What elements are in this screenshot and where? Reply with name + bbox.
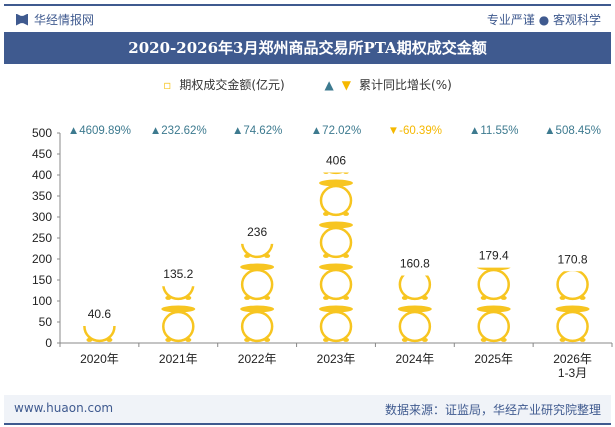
x-tick-label: 2020年 [80, 352, 119, 366]
gold-pot-icon [319, 221, 353, 259]
y-tick-label: 100 [32, 294, 52, 308]
y-tick-label: 250 [32, 231, 52, 245]
data-label: 236 [247, 225, 267, 239]
x-tick-label: 2024年 [396, 352, 435, 366]
legend-label-growth: 累计同比增长(%) [359, 78, 452, 92]
x-tick-label: 2023年 [317, 352, 356, 366]
data-label: 406 [326, 153, 346, 167]
y-tick-label: 300 [32, 210, 52, 224]
data-label: 135.2 [163, 267, 193, 281]
legend-item-growth: ▲ ▼ 累计同比增长(%) [321, 78, 456, 92]
gold-pot-icon [476, 305, 511, 343]
gold-pot-icon [556, 271, 589, 301]
y-tick-label: 0 [45, 336, 52, 350]
bar [161, 286, 196, 343]
up-triangle-icon: ▲ [324, 78, 334, 92]
y-tick-label: 350 [32, 189, 52, 203]
gold-pot-icon [319, 179, 353, 217]
bar [555, 271, 590, 343]
bar [476, 267, 511, 343]
gold-pot-icon [323, 172, 349, 175]
legend-item-amount: ▫ 期权成交金额(亿元) [159, 78, 289, 92]
gold-pot-icon [240, 305, 275, 343]
gold-pot-icon [319, 263, 353, 301]
y-tick-label: 500 [32, 126, 52, 140]
down-triangle-icon: ▼ [341, 78, 352, 92]
website-link[interactable]: www.huaon.com [14, 401, 114, 415]
data-source: 数据来源：证监局，华经产业研究院整理 [384, 403, 601, 417]
chart-title: 2020-2026年3月郑州商品交易所PTA期权成交金额 [4, 32, 611, 64]
bar [83, 325, 116, 343]
data-label: 179.4 [479, 249, 509, 263]
x-tick-label: 2026年 [553, 352, 592, 366]
x-tick-label: 1-3月 [558, 366, 587, 380]
growth-label: ▲11.55% [469, 125, 519, 137]
legend: ▫ 期权成交金额(亿元) ▲ ▼ 累计同比增长(%) [0, 76, 615, 93]
y-tick-label: 150 [32, 273, 52, 287]
legend-label-amount: 期权成交金额(亿元) [179, 78, 285, 92]
gold-pot-icon [162, 286, 195, 301]
gold-pot-icon [240, 243, 274, 259]
top-line [4, 4, 611, 6]
bar [319, 172, 353, 343]
gold-pot-icon [476, 267, 511, 301]
growth-label: ▲72.02% [311, 125, 361, 137]
gold-pot-icon [397, 305, 432, 343]
data-label: 160.8 [400, 256, 430, 270]
gold-pot-icon [319, 305, 353, 343]
data-label: 170.8 [558, 252, 588, 266]
pot-legend-icon: ▫ [163, 78, 172, 92]
y-tick-label: 450 [32, 147, 52, 161]
x-tick-label: 2021年 [159, 352, 198, 366]
y-tick-label: 50 [39, 315, 53, 329]
gold-pot-icon [161, 305, 196, 343]
gold-pot-icon [555, 305, 590, 343]
growth-label: ▲74.62% [232, 125, 282, 137]
y-tick-label: 200 [32, 252, 52, 266]
growth-label: ▲4609.89% [68, 125, 131, 137]
data-label: 40.6 [88, 307, 112, 321]
x-tick-label: 2025年 [474, 352, 513, 366]
brand: 华经情报网 [16, 11, 94, 28]
growth-label: ▲508.45% [544, 125, 601, 137]
bar [240, 243, 275, 343]
footer: www.huaon.com 数据来源：证监局，华经产业研究院整理 [4, 395, 611, 425]
y-tick-label: 400 [32, 168, 52, 182]
gold-pot-icon [83, 325, 116, 343]
slogan: 专业严谨 ● 客观科学 [486, 13, 601, 27]
growth-label: ▼-60.39% [388, 125, 442, 137]
x-tick-label: 2022年 [238, 352, 277, 366]
growth-label: ▲232.62% [150, 125, 207, 137]
logo-icon [16, 13, 28, 26]
brand-name: 华经情报网 [34, 13, 95, 27]
gold-pot-icon [398, 275, 432, 301]
bar [397, 275, 432, 343]
gold-pot-icon [240, 263, 275, 301]
